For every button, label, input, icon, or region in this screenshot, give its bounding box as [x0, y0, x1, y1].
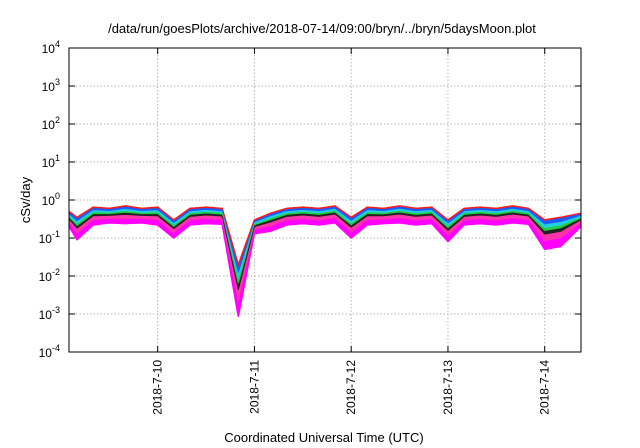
- y-tick-label: 10-3: [39, 305, 60, 322]
- y-tick-label: 100: [42, 191, 60, 208]
- x-tick-label: 2018-7-10: [151, 360, 165, 415]
- y-tick-label: 102: [42, 115, 60, 132]
- y-tick-label: 10-4: [39, 343, 60, 360]
- data-band: [69, 217, 581, 317]
- data-bands: [68, 205, 582, 317]
- y-tick-label: 10-1: [39, 229, 60, 246]
- band-line: [68, 213, 582, 290]
- band-line: [68, 211, 582, 284]
- y-tick-label: 101: [42, 153, 60, 170]
- y-tick-label: 10-2: [39, 267, 60, 284]
- y-axis-label: cSv/day: [18, 176, 33, 223]
- x-tick-label: 2018-7-11: [247, 360, 261, 414]
- chart-title: /data/run/goesPlots/archive/2018-07-14/0…: [108, 21, 536, 36]
- y-tick-label: 104: [42, 39, 60, 56]
- x-axis-label: Coordinated Universal Time (UTC): [224, 430, 423, 445]
- x-tick-label: 2018-7-12: [344, 360, 358, 415]
- x-tick-label: 2018-7-14: [538, 360, 552, 415]
- band-line: [68, 207, 582, 274]
- y-tick-label: 103: [42, 77, 60, 94]
- grid: [69, 48, 581, 352]
- lower-envelope-line: [68, 222, 582, 317]
- band-line: [68, 217, 582, 302]
- x-tick-label: 2018-7-13: [441, 360, 455, 415]
- data-band: [69, 214, 581, 301]
- upper-envelope-line: [68, 205, 582, 268]
- band-line: [68, 209, 582, 281]
- x-axis-ticks: 2018-7-10 2018-7-11 2018-7-12 2018-7-13 2018…: [151, 48, 552, 415]
- y-axis-ticks: 10-4 10-3 10-2 10-1 100 101 102 103 104: [39, 39, 581, 360]
